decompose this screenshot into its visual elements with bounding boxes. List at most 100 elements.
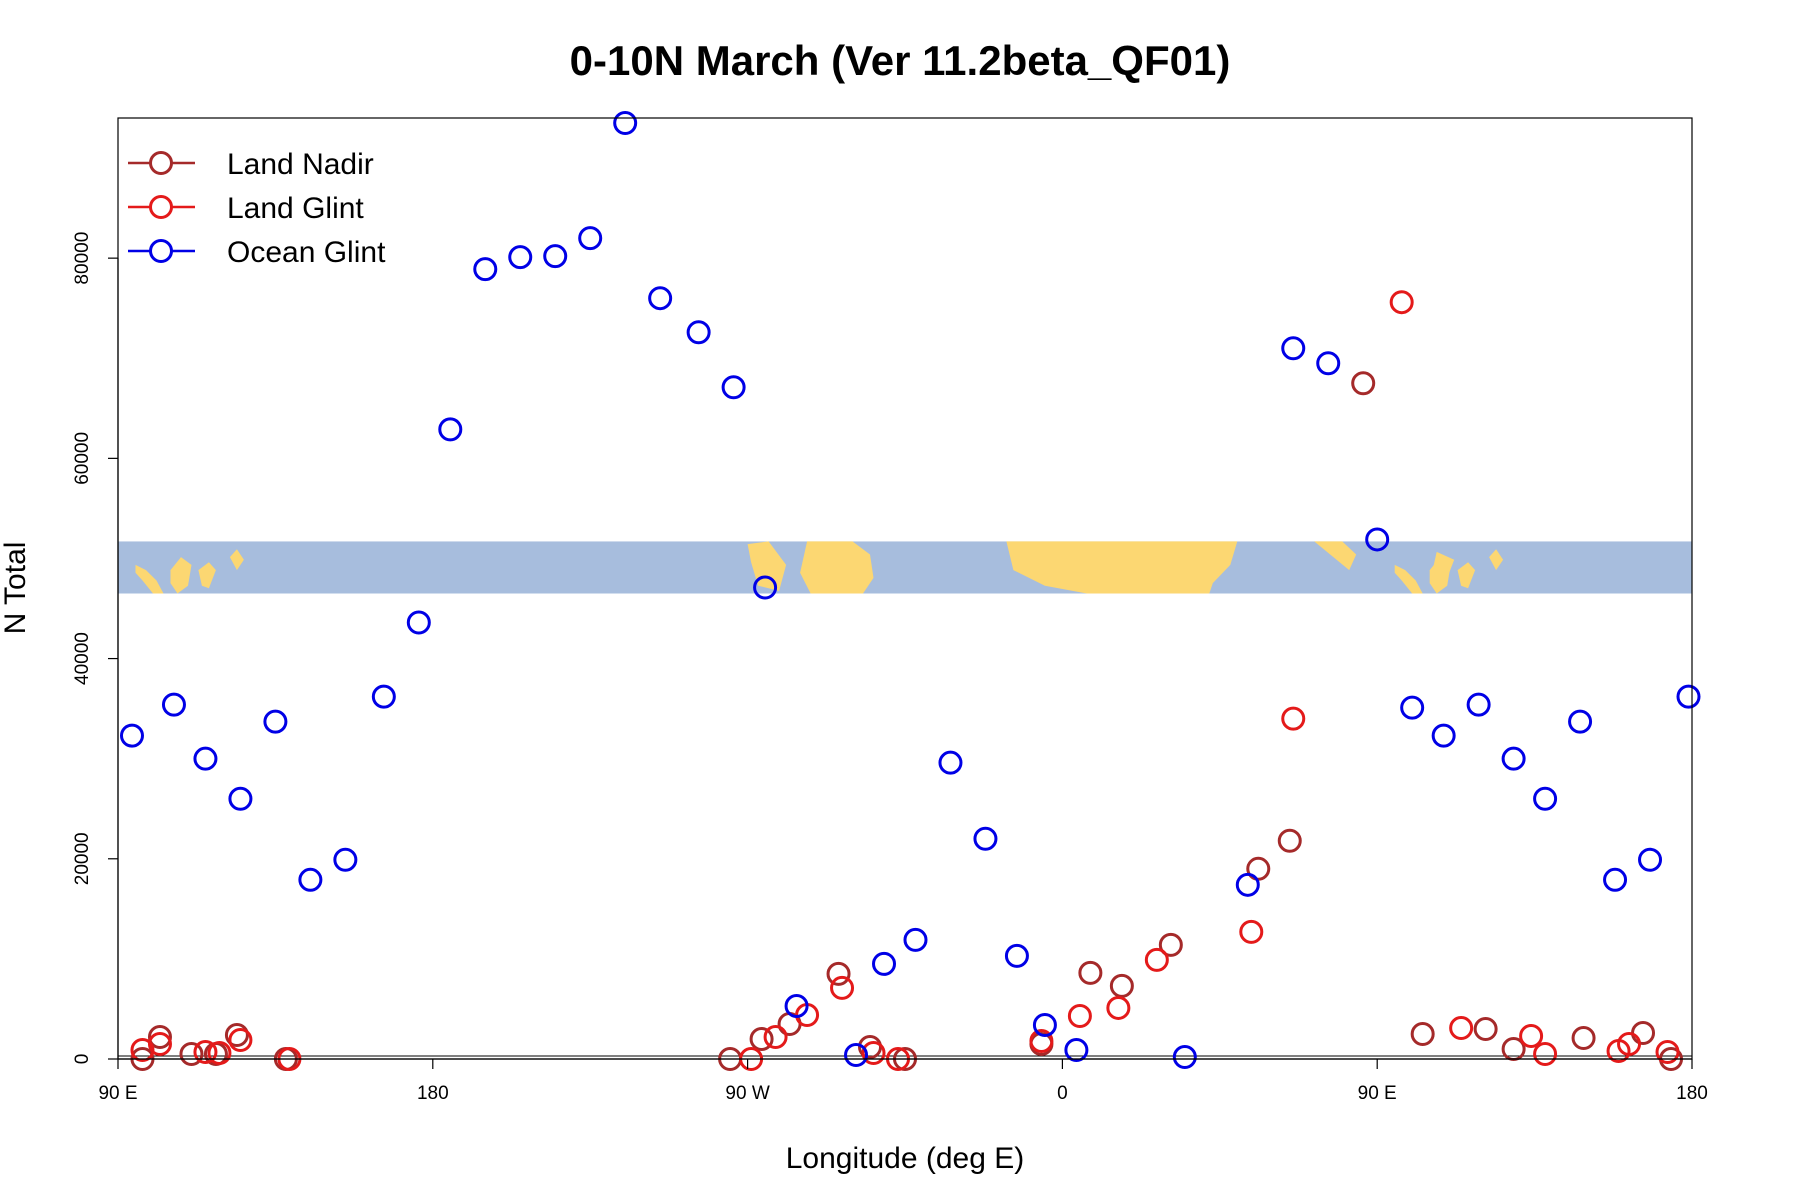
y-tick-label: 0 <box>72 1054 93 1065</box>
data-point <box>1109 973 1134 998</box>
data-point <box>1603 867 1628 892</box>
data-point <box>147 1031 172 1056</box>
x-tick-label: 90 E <box>1358 1083 1397 1104</box>
legend-label: Land Glint <box>227 192 364 225</box>
data-point <box>1473 1016 1498 1041</box>
data-point <box>1389 290 1414 315</box>
data-point <box>903 927 928 952</box>
data-point <box>613 111 638 136</box>
data-point <box>1029 1028 1054 1053</box>
y-tick-label: 20000 <box>72 832 93 885</box>
data-point <box>686 320 711 345</box>
data-point <box>1617 1031 1642 1056</box>
map-land-africa <box>1006 541 1238 594</box>
x-tick-label: 180 <box>417 1083 449 1104</box>
data-point <box>1158 932 1183 957</box>
data-point <box>298 867 323 892</box>
series-land-glint <box>130 290 1680 1071</box>
data-point <box>1281 706 1306 731</box>
data-point <box>648 286 673 311</box>
data-point <box>1172 1044 1197 1069</box>
data-point <box>861 1040 886 1065</box>
data-point <box>1064 1037 1089 1062</box>
data-point <box>1676 684 1701 709</box>
data-point <box>1638 847 1663 872</box>
data-point <box>1316 351 1341 376</box>
y-tick-label: 40000 <box>72 632 93 685</box>
map-land-asia-right-d <box>1489 549 1504 571</box>
map-land-asia-left-d <box>229 549 244 571</box>
data-point <box>1400 695 1425 720</box>
x-tick-label: 90 E <box>98 1083 137 1104</box>
legend-label: Ocean Glint <box>227 236 386 269</box>
legend: Land Nadir Land Glint Ocean Glint <box>128 148 386 269</box>
legend-entry: Land Nadir <box>128 148 374 181</box>
series-ocean-glint <box>119 111 1701 1069</box>
map-ocean <box>118 541 1692 594</box>
data-point <box>1571 1025 1596 1050</box>
data-point <box>193 1039 218 1064</box>
data-point <box>830 975 855 1000</box>
legend-label: Land Nadir <box>227 148 374 181</box>
x-tick-label: 180 <box>1676 1083 1708 1104</box>
legend-entry: Land Glint <box>128 192 364 225</box>
map-land-asia-right-a <box>1394 564 1423 594</box>
data-point <box>1078 960 1103 985</box>
data-point <box>938 750 963 775</box>
data-point <box>1067 1003 1092 1028</box>
data-point <box>161 692 186 717</box>
x-tick-label: 90 W <box>725 1083 769 1104</box>
data-point <box>826 961 851 986</box>
data-point <box>749 1026 774 1051</box>
data-point <box>1365 527 1390 552</box>
data-point <box>872 951 897 976</box>
y-tick-label: 80000 <box>72 232 93 285</box>
x-tick-label: 0 <box>1057 1083 1068 1104</box>
data-point <box>1239 919 1264 944</box>
data-point <box>193 746 218 771</box>
data-point <box>1655 1039 1680 1064</box>
data-point <box>721 375 746 400</box>
data-point <box>1431 723 1456 748</box>
data-point <box>1466 692 1491 717</box>
map-land-somalia <box>1314 541 1357 571</box>
data-points <box>119 111 1701 1071</box>
x-axis-label: Longitude (deg E) <box>786 1142 1025 1175</box>
x-axis: 90 E 180 90 W 0 90 E 180 <box>98 1058 1708 1104</box>
data-point <box>543 244 568 269</box>
legend-marker <box>149 195 173 219</box>
data-point <box>973 826 998 851</box>
data-point <box>438 417 463 442</box>
data-point <box>224 1022 249 1047</box>
data-point <box>1631 1020 1656 1045</box>
y-axis: 0 20000 40000 60000 80000 <box>72 232 119 1065</box>
data-point <box>147 1024 172 1049</box>
map-land-asia-left-c <box>198 562 216 589</box>
legend-marker <box>149 151 173 175</box>
map-land-asia-right-c <box>1457 562 1476 589</box>
data-point <box>578 226 603 251</box>
data-point <box>406 610 431 635</box>
data-point <box>1106 995 1131 1020</box>
data-point <box>1004 943 1029 968</box>
data-point <box>179 1041 204 1066</box>
data-point <box>263 709 288 734</box>
data-point <box>763 1024 788 1049</box>
data-point <box>1501 746 1526 771</box>
background-map-strip <box>118 541 1692 594</box>
map-land-south-america <box>800 541 874 594</box>
data-point <box>844 1042 869 1067</box>
data-point <box>1519 1023 1544 1048</box>
data-point <box>1351 371 1376 396</box>
data-point <box>1235 872 1260 897</box>
map-land-asia-left-a <box>135 564 164 594</box>
data-point <box>1032 1012 1057 1037</box>
data-point <box>1568 709 1593 734</box>
data-point <box>753 575 778 600</box>
map-land-india-tip <box>1433 551 1455 578</box>
data-point <box>1449 1015 1474 1040</box>
series-land-nadir <box>130 371 1684 1071</box>
legend-marker <box>149 239 173 263</box>
data-point <box>1533 786 1558 811</box>
data-point <box>1533 1041 1558 1066</box>
